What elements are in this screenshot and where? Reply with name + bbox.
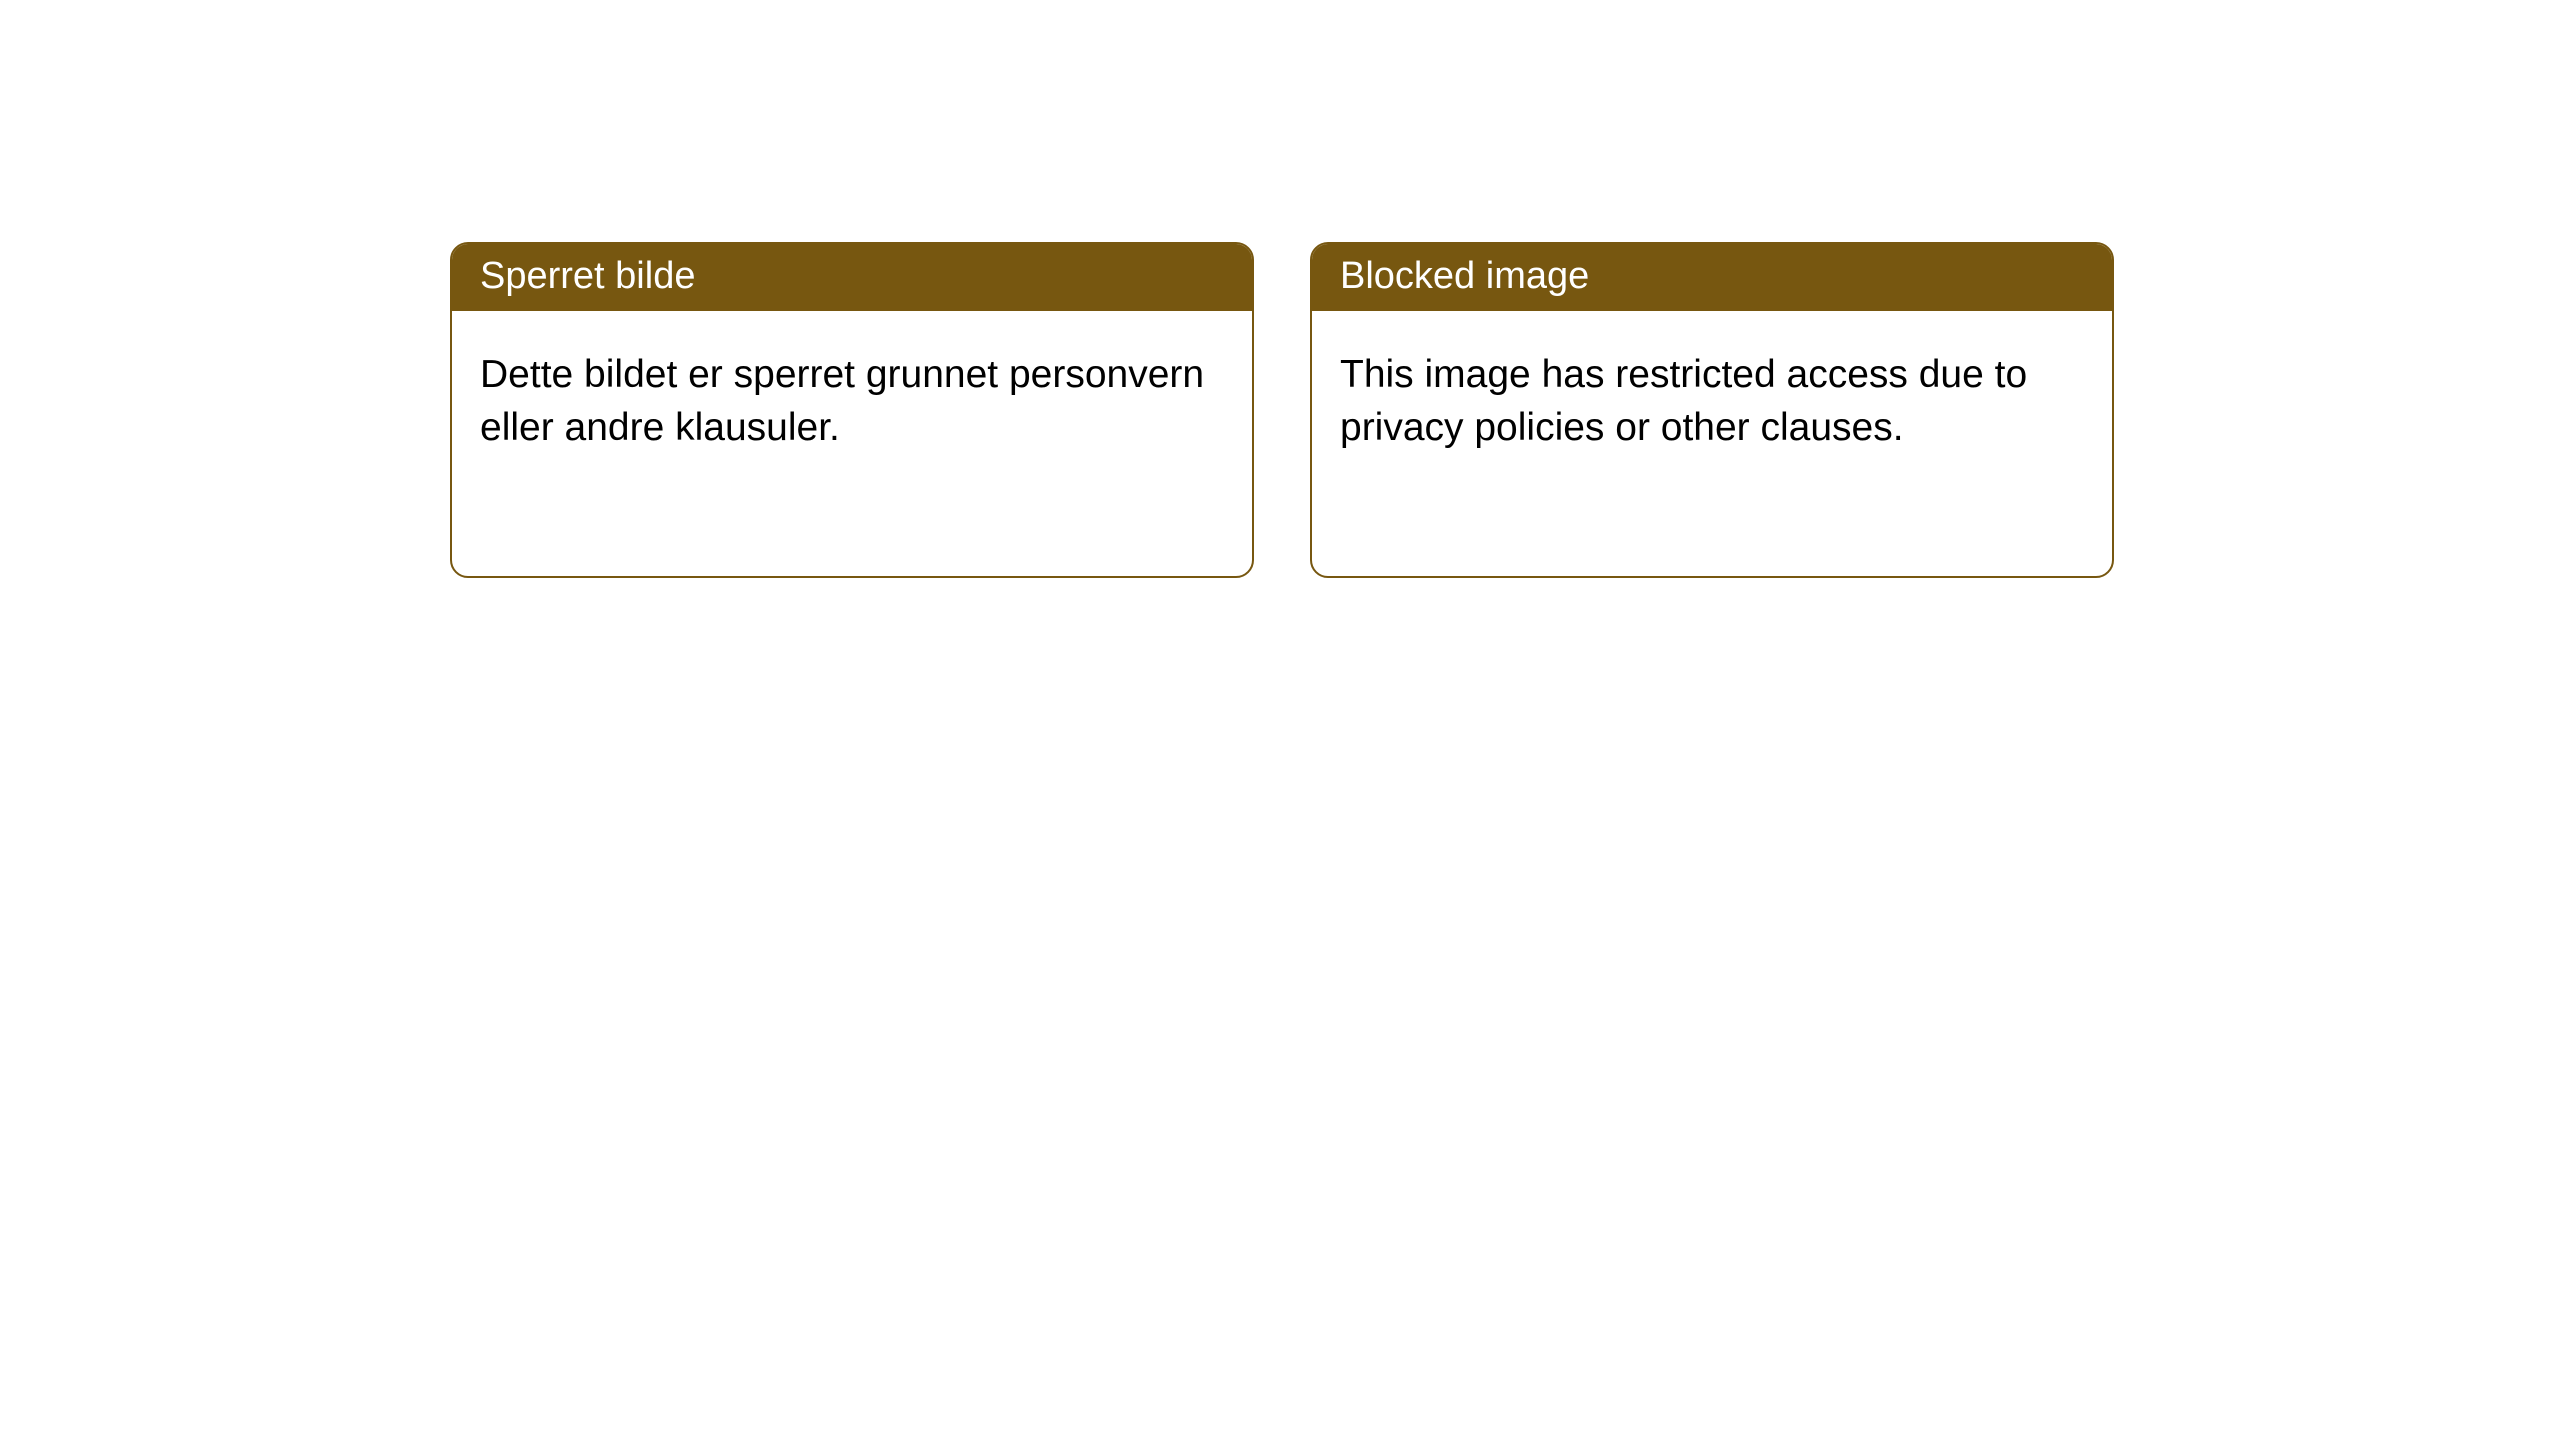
notice-card-norwegian: Sperret bilde Dette bildet er sperret gr…: [450, 242, 1254, 578]
notice-header: Sperret bilde: [452, 244, 1252, 311]
notice-container: Sperret bilde Dette bildet er sperret gr…: [0, 0, 2560, 578]
notice-body: Dette bildet er sperret grunnet personve…: [452, 311, 1252, 492]
notice-header: Blocked image: [1312, 244, 2112, 311]
notice-card-english: Blocked image This image has restricted …: [1310, 242, 2114, 578]
notice-body: This image has restricted access due to …: [1312, 311, 2112, 492]
